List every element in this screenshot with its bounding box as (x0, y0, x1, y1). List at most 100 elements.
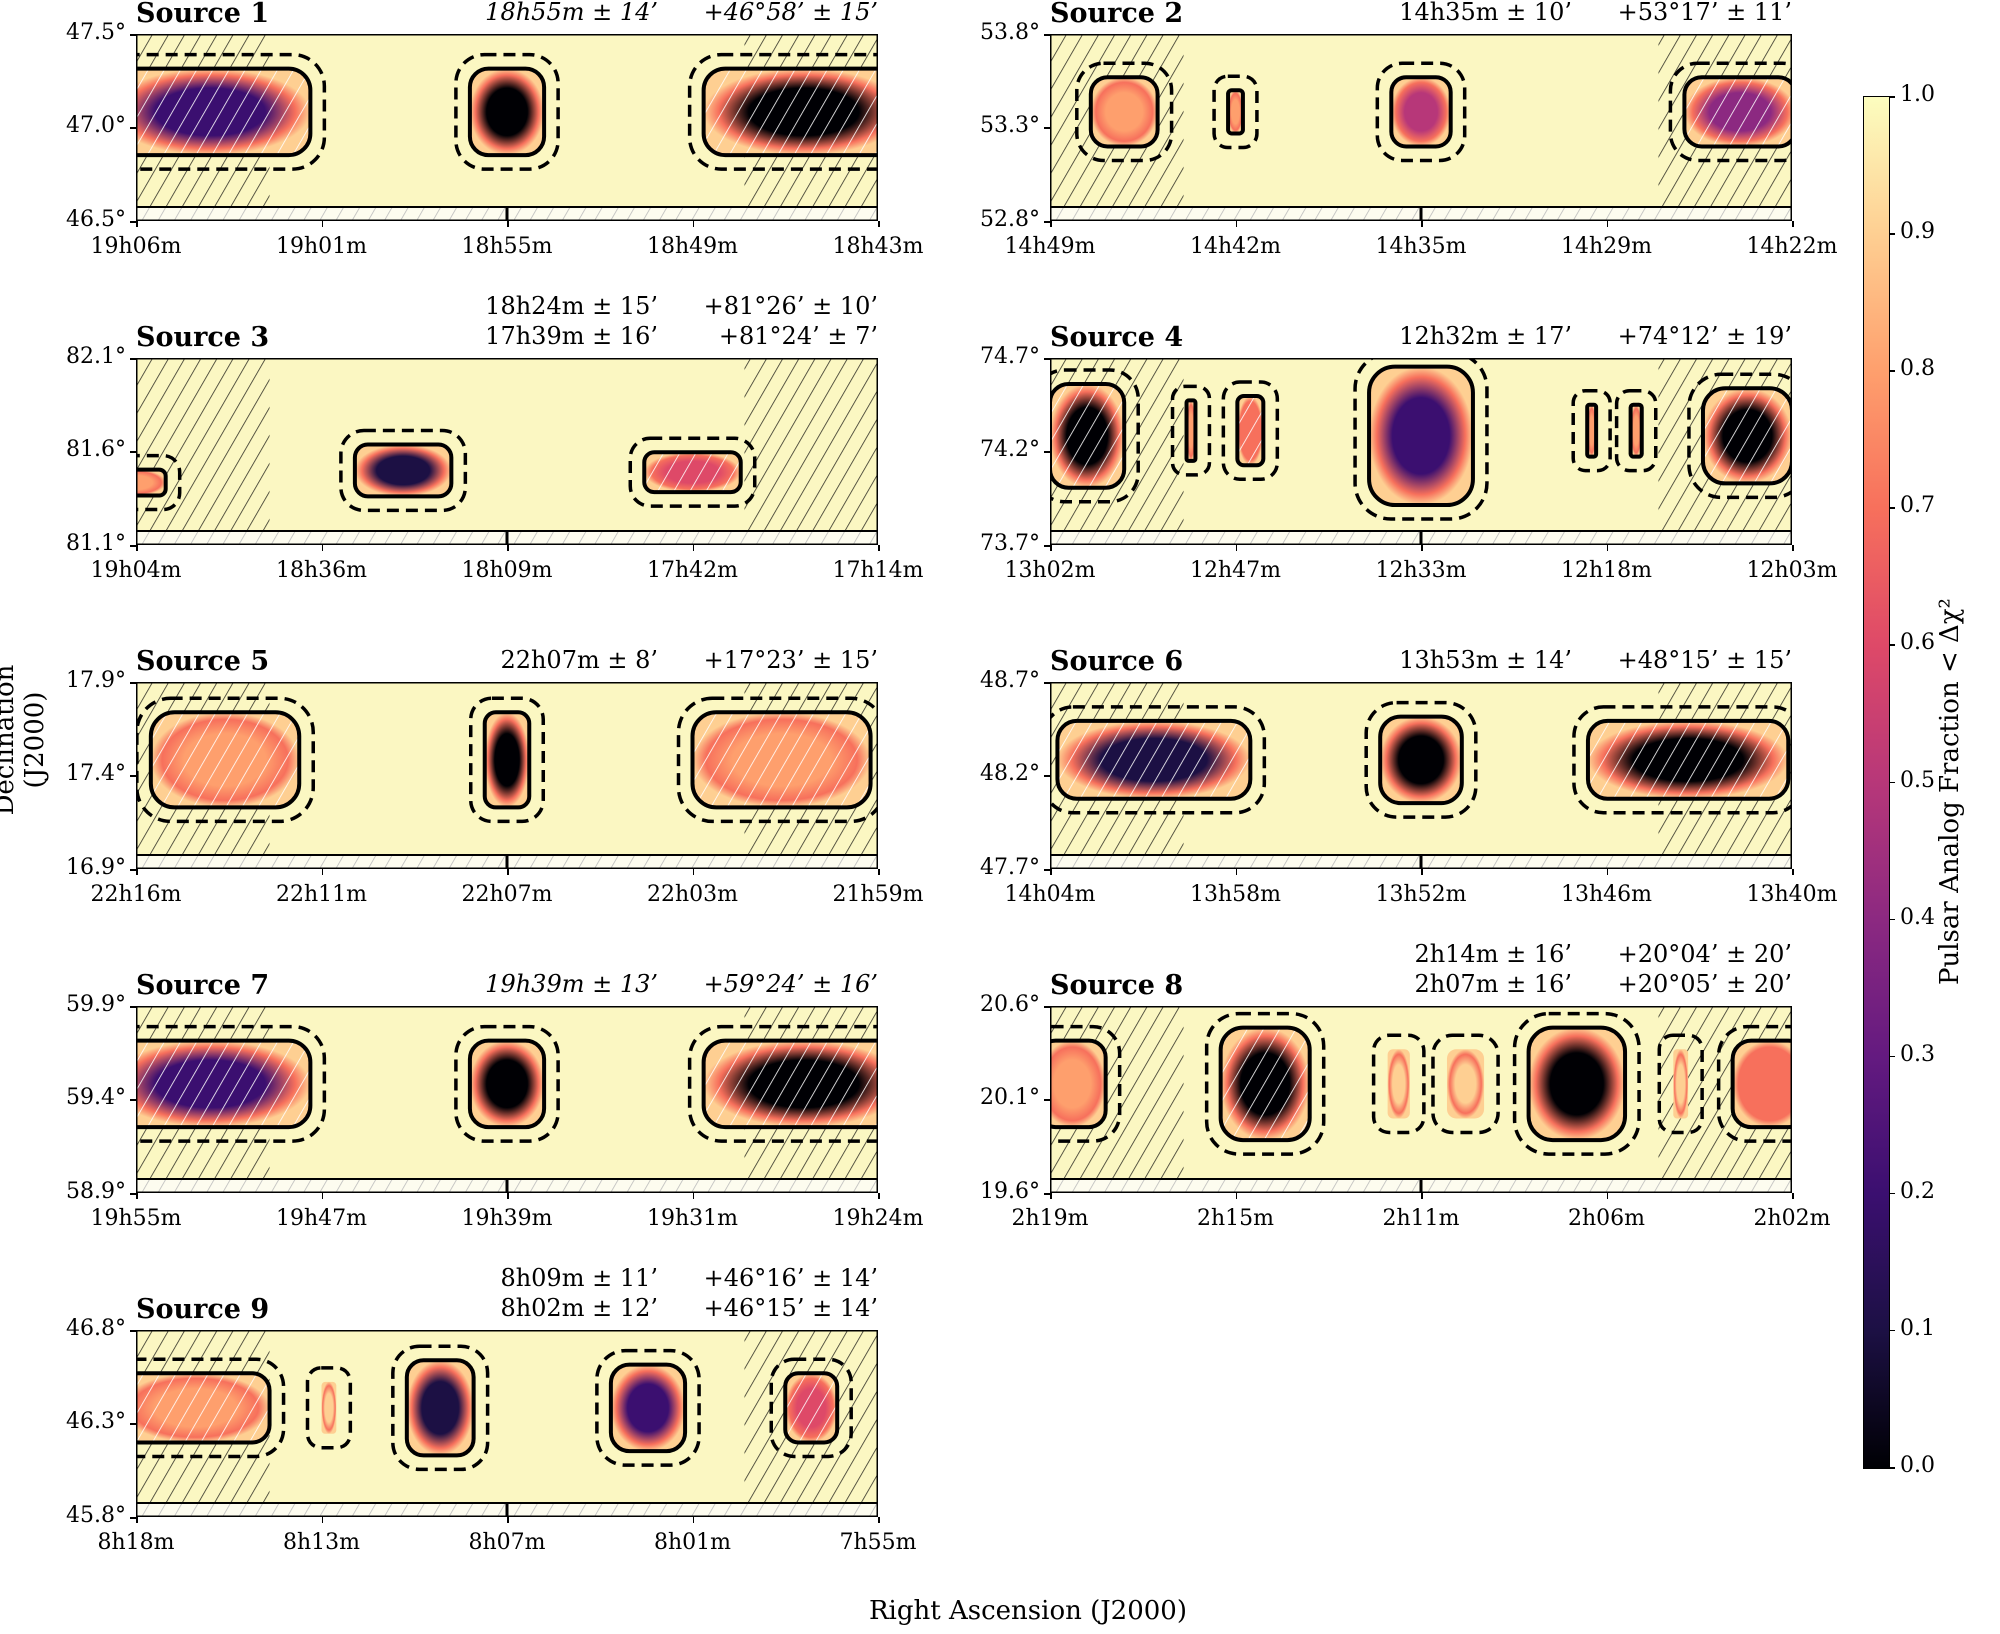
y-tick-label: 20.6° (980, 992, 1040, 1017)
y-tick-mark (130, 127, 136, 129)
heatmap-plot (1050, 682, 1792, 869)
x-tick-label: 19h47m (275, 1206, 368, 1231)
y-tick-label: 47.7° (980, 855, 1040, 880)
solid-contour (1682, 75, 1792, 149)
x-tick-label: 14h49m (1004, 234, 1096, 259)
x-tick-label: 19h55m (90, 1206, 182, 1231)
analog-fraction-region (1630, 404, 1642, 457)
dec-estimate: +48°15’ ± 15’ (1617, 646, 1792, 674)
solid-contour (1184, 398, 1198, 463)
colorbar (1863, 96, 1890, 1469)
x-tick-mark (692, 869, 694, 875)
x-tick-label: 13h58m (1189, 882, 1282, 907)
x-tick-mark (1792, 1193, 1794, 1199)
ra-estimate: 13h53m ± 14’ (1399, 646, 1572, 674)
x-tick-label: 13h46m (1560, 882, 1653, 907)
colorbar-tick-label: 1.0 (1900, 82, 1935, 107)
colorbar-tick-label: 0.8 (1900, 356, 1935, 382)
fitted-coordinates: 8h02m ± 12’ +46°15’ ± 14’ (438, 1294, 878, 1322)
solid-contour (701, 1038, 878, 1130)
dashed-contour (468, 696, 546, 824)
x-tick-mark (1235, 1193, 1237, 1199)
y-tick-label: 74.2° (980, 437, 1040, 462)
dec-estimate: +17°23’ ± 15’ (703, 646, 878, 674)
dashed-contour (1571, 388, 1612, 473)
x-tick-mark (507, 869, 509, 875)
y-tick-label: 52.8° (980, 207, 1040, 232)
y-tick-label: 73.7° (980, 531, 1040, 556)
x-tick-label: 12h33m (1375, 558, 1467, 583)
x-tick-label: 19h04m (90, 558, 182, 583)
y-tick-label: 53.3° (980, 113, 1040, 138)
dec-estimate: +53°17’ ± 11’ (1617, 0, 1792, 26)
colorbar-tick-mark (1889, 781, 1895, 783)
solid-contour (1526, 1025, 1628, 1143)
y-tick-mark (130, 545, 136, 547)
colorbar-tick-mark (1889, 918, 1895, 921)
x-tick-mark (1421, 545, 1423, 551)
analog-fraction-region (406, 1360, 474, 1456)
x-tick-label: 18h36m (275, 558, 368, 583)
ra-estimate: 18h55m ± 14’ (485, 0, 658, 26)
x-tick-label: 14h35m (1375, 234, 1467, 259)
dec-estimate: +81°26’ ± 10’ (703, 292, 878, 320)
analog-fraction-region (1673, 1049, 1689, 1119)
dashed-contour (339, 428, 468, 513)
solid-contour (690, 710, 873, 810)
dashed-contour (454, 1024, 560, 1143)
fitted-coordinates: 8h09m ± 11’ +46°16’ ± 14’ (438, 1264, 878, 1292)
solid-contour (1585, 718, 1791, 801)
fitted-coordinates: 18h24m ± 15’ +81°26’ ± 10’ (438, 292, 878, 320)
dashed-contour (1170, 384, 1212, 477)
dashed-contour (1614, 388, 1658, 473)
dashed-contour (136, 52, 327, 171)
fitted-coordinates: 2h07m ± 16’ +20°05’ ± 20’ (1352, 970, 1792, 998)
dashed-contour (1075, 61, 1174, 163)
panel-source-3: Source 3 18h24m ± 15’ +81°26’ ± 10’ 17h39m … (66, 292, 924, 583)
dec-estimate: +74°12’ ± 19’ (1617, 322, 1792, 350)
y-tick-label: 53.8° (980, 20, 1040, 45)
x-tick-mark (1050, 545, 1052, 551)
x-tick-label: 18h49m (646, 234, 739, 259)
analog-fraction-region (1369, 366, 1473, 506)
dec-estimate: +20°05’ ± 20’ (1617, 970, 1792, 998)
analog-fraction-region (1387, 1049, 1410, 1119)
colorbar-tick-label: 0.3 (1900, 1041, 1935, 1067)
x-tick-label: 2h02m (1753, 1206, 1831, 1231)
y-tick-label: 17.9° (66, 668, 126, 693)
x-tick-label: 17h42m (646, 558, 739, 583)
colorbar-tick-label: 0.7 (1900, 493, 1935, 519)
solid-contour (1235, 394, 1266, 468)
solid-contour (467, 1038, 547, 1130)
solid-contour (608, 1362, 688, 1454)
x-tick-mark (1606, 869, 1608, 875)
solid-contour (136, 66, 313, 158)
dashed-contour (1431, 1033, 1500, 1135)
y-tick-label: 20.1° (980, 1085, 1040, 1110)
x-tick-label: 12h47m (1189, 558, 1282, 583)
solid-contour (1378, 714, 1464, 806)
panel-title: Source 1 (136, 0, 270, 29)
dec-estimate: +59°24’ ± 16’ (703, 970, 878, 998)
y-tick-mark (130, 1006, 136, 1008)
heatmap-plot (136, 682, 878, 869)
x-tick-mark (507, 545, 509, 551)
analog-fraction-region (1391, 77, 1451, 147)
fitted-coordinates: 12h32m ± 17’ +74°12’ ± 19’ (1352, 322, 1792, 350)
x-tick-mark (692, 1193, 694, 1199)
dashed-contour (687, 52, 878, 171)
x-tick-label: 19h06m (90, 234, 182, 259)
colorbar-tick-label: 0.5 (1900, 767, 1935, 793)
x-tick-mark (1235, 221, 1237, 227)
x-tick-label: 12h03m (1746, 558, 1838, 583)
dashed-contour (1204, 1011, 1326, 1156)
panel-source-6: Source 6 13h53m ± 14’ +48°15’ ± 15’ 48.7° 48… (980, 646, 1838, 907)
dashed-contour (1364, 700, 1478, 819)
x-tick-mark (507, 1193, 509, 1199)
y-tick-label: 46.3° (66, 1409, 126, 1434)
fitted-coordinates: 22h07m ± 8’ +17°23’ ± 15’ (438, 646, 878, 674)
x-tick-label: 22h16m (90, 882, 182, 907)
y-tick-label: 19.6° (980, 1179, 1040, 1204)
x-tick-mark (1792, 545, 1794, 551)
panel-source-4: Source 4 12h32m ± 17’ +74°12’ ± 19’ 74.7° 74… (980, 322, 1838, 583)
